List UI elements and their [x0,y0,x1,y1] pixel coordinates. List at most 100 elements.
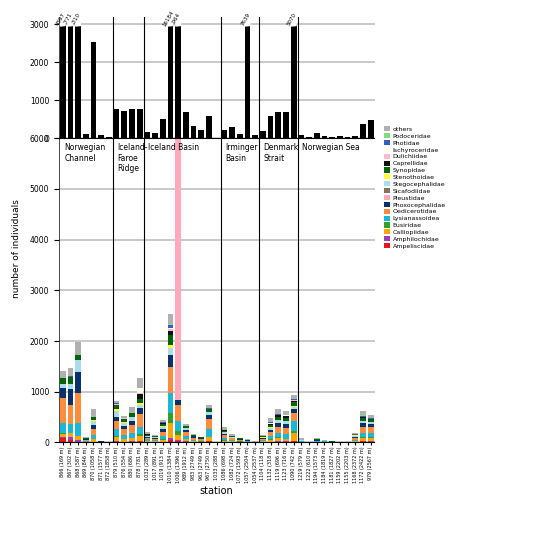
Bar [160,436,166,439]
Bar [167,325,173,328]
Bar [276,434,281,437]
Bar [67,424,73,433]
Bar [114,416,119,421]
Bar [360,437,366,438]
Bar [283,112,289,138]
Bar [144,437,150,439]
Bar [368,418,373,419]
Bar [121,416,127,418]
Bar [129,108,135,138]
Bar [129,425,135,432]
Bar [137,436,142,441]
Bar [175,24,181,138]
Bar [129,413,135,417]
Bar [360,438,366,441]
Bar [276,437,281,438]
Bar [190,436,196,437]
Bar [75,342,81,354]
Bar [160,423,166,424]
Bar [268,425,273,427]
Bar [360,432,366,437]
Bar [175,54,181,55]
Bar [360,411,366,415]
Text: 4397: 4397 [55,12,66,27]
Bar [160,429,166,432]
Bar [137,441,142,442]
Bar [175,405,181,421]
Bar [360,441,366,442]
Bar [221,441,227,442]
Bar [198,439,204,441]
Bar [368,119,373,138]
Bar [167,354,173,367]
Bar [175,119,181,124]
Bar [160,119,166,138]
Bar [121,111,127,138]
Bar [129,437,135,439]
Bar [83,134,89,138]
Bar [67,389,73,405]
Bar [60,372,66,378]
Bar [276,409,281,414]
Bar [60,398,66,423]
Bar [67,440,73,442]
Bar [221,431,227,432]
Bar [183,432,189,436]
Bar [114,404,119,405]
Bar [83,439,89,440]
Bar [190,126,196,138]
Bar [190,437,196,440]
Bar [260,435,266,436]
Bar [190,441,196,442]
Bar [90,439,96,442]
Bar [260,439,266,440]
Bar [137,403,142,405]
Bar [114,437,119,441]
Bar [144,436,150,437]
Bar [121,419,127,421]
Bar [268,432,273,436]
Bar [114,403,119,404]
Bar [114,441,119,442]
Bar [291,421,296,431]
Bar [306,137,312,138]
Bar [121,439,127,442]
Bar [114,429,119,436]
Bar [183,439,189,441]
Bar [167,439,173,440]
Bar [268,440,273,442]
Bar [229,435,235,436]
Bar [183,112,189,138]
Text: 7639: 7639 [240,12,251,27]
Bar [368,419,373,422]
Text: Iceland-
Faroe
Ridge: Iceland- Faroe Ridge [117,143,148,173]
Text: 3771: 3771 [63,12,74,27]
Bar [291,399,296,400]
Bar [60,423,66,434]
Bar [114,421,119,429]
Text: Denmark
Strait: Denmark Strait [264,143,299,163]
Bar [283,435,289,439]
Text: Norwegian Sea: Norwegian Sea [302,143,360,152]
Bar [114,409,119,411]
Bar [175,440,181,441]
Bar [183,430,189,432]
Bar [144,435,150,436]
Bar [283,420,289,421]
Bar [83,437,89,438]
Bar [90,429,96,435]
Bar [167,330,173,331]
Bar [121,426,127,429]
Bar [67,24,73,138]
Bar [175,421,181,431]
Bar [175,44,181,54]
Bar [67,377,73,384]
Bar [291,406,296,407]
Bar [322,136,327,138]
Bar [229,436,235,437]
Bar [121,421,127,422]
Bar [175,61,181,63]
Bar [152,439,158,440]
Bar [283,429,289,435]
Bar [175,138,181,442]
